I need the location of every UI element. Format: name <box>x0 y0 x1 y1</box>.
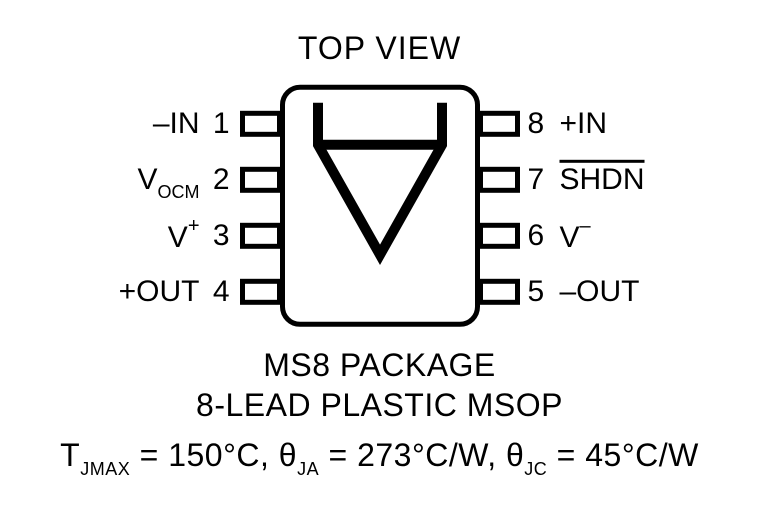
package-line1: MS8 PACKAGE <box>60 345 700 385</box>
pin-5-lead <box>478 279 520 305</box>
pin-8-label: +IN <box>560 107 608 141</box>
pin-5-number: 5 <box>528 275 548 309</box>
pin-3-label-sup: + <box>188 215 200 237</box>
pin-6-label: V– <box>560 219 591 255</box>
theta-ja-sym: θ <box>279 437 297 473</box>
pin-5-label-text: –OUT <box>560 275 640 308</box>
pinout-diagram: TOP VIEW 1 2 3 4 8 7 6 5 –IN VOCM <box>60 30 700 478</box>
pin-5-label: –OUT <box>560 275 640 309</box>
chip-area: 1 2 3 4 8 7 6 5 –IN VOCM V+ +OUT +IN SHD… <box>60 77 700 335</box>
theta-jc-sym: θ <box>506 437 524 473</box>
pin-8-label-text: +IN <box>560 107 608 140</box>
tjmax-sub: JMAX <box>80 459 130 479</box>
pin-6-number: 6 <box>528 219 548 253</box>
pin-8-number: 8 <box>528 107 548 141</box>
package-line2: 8-LEAD PLASTIC MSOP <box>60 385 700 425</box>
chip-body <box>280 85 480 327</box>
pin-2-label-pre: V <box>137 163 157 196</box>
pin-1-lead <box>240 111 282 137</box>
theta-ja-val: = 273°C/W, <box>319 437 506 473</box>
pin-2-number: 2 <box>210 163 230 197</box>
pin-8-lead <box>478 111 520 137</box>
pin-4-lead <box>240 279 282 305</box>
package-label: MS8 PACKAGE 8-LEAD PLASTIC MSOP <box>60 345 700 425</box>
pin-7-number: 7 <box>528 163 548 197</box>
pin-2-lead <box>240 167 282 193</box>
pin-2-label-sub: OCM <box>158 182 200 202</box>
pin-7-label: SHDN <box>560 163 645 197</box>
pin-3-number: 3 <box>210 219 230 253</box>
pin-1-label: –IN <box>153 107 200 141</box>
pin-2-label: VOCM <box>137 163 199 201</box>
theta-jc-val: = 45°C/W <box>547 437 699 473</box>
tjmax-val: = 150°C, <box>130 437 279 473</box>
pin-4-label-text: +OUT <box>119 275 200 308</box>
pin-7-lead <box>478 167 520 193</box>
pin-4-label: +OUT <box>119 275 200 309</box>
thermal-info: TJMAX = 150°C, θJA = 273°C/W, θJC = 45°C… <box>60 437 700 478</box>
pin-3-lead <box>240 223 282 249</box>
pin-1-label-text: –IN <box>153 107 200 140</box>
pin-3-label: V+ <box>168 219 200 255</box>
pin-6-label-pre: V <box>560 221 580 254</box>
tjmax-prefix: T <box>60 437 80 473</box>
top-view-label: TOP VIEW <box>60 30 700 67</box>
pin-7-label-text: SHDN <box>560 163 645 196</box>
pin-6-label-sup: – <box>580 215 591 237</box>
theta-ja-sub: JA <box>297 459 319 479</box>
amp-triangle-icon <box>280 85 480 327</box>
pin-1-number: 1 <box>210 107 230 141</box>
pin-6-lead <box>478 223 520 249</box>
theta-jc-sub: JC <box>524 459 547 479</box>
pin-4-number: 4 <box>210 275 230 309</box>
pin-3-label-pre: V <box>168 221 188 254</box>
